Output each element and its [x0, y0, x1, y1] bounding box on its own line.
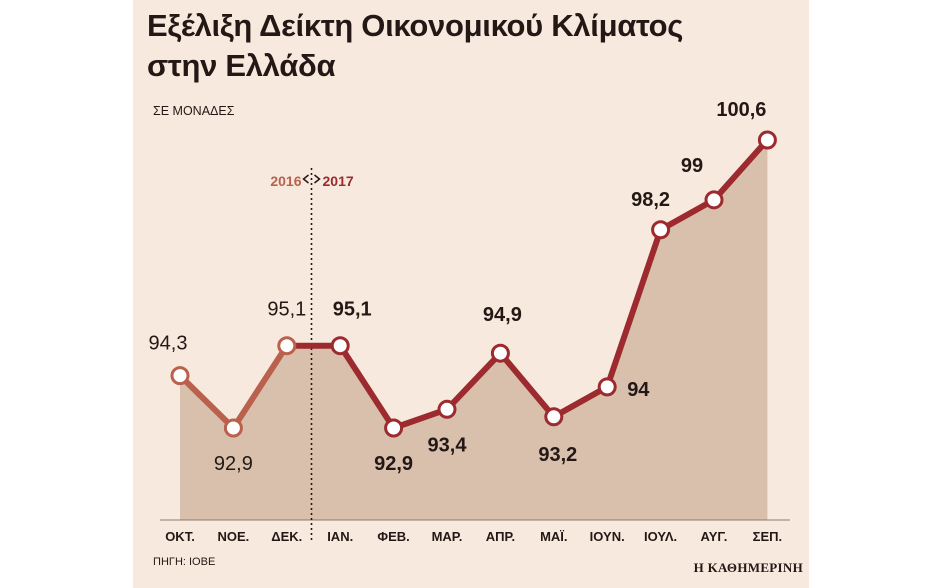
series-line-segment	[550, 383, 611, 420]
year-label-2017: 2017	[323, 173, 354, 189]
data-label: 100,6	[716, 99, 766, 121]
x-tick-label: ΣΕΠ.	[753, 529, 782, 544]
data-label: 98,2	[631, 189, 670, 211]
data-point	[384, 418, 404, 438]
x-tick-label: ΟΚΤ.	[165, 529, 195, 544]
source-label: ΠΗΓΗ: ΙΟΒΕ	[153, 556, 216, 568]
x-tick-label: ΑΥΓ.	[701, 529, 728, 544]
series-line-segment	[711, 137, 771, 203]
x-tick-label: ΔΕΚ.	[271, 529, 302, 544]
x-tick-label: ΙΟΥΛ.	[644, 529, 677, 544]
data-label: 99	[681, 155, 703, 177]
data-point	[757, 130, 777, 150]
series-line-segment	[444, 350, 504, 413]
series-line-segment	[230, 342, 290, 431]
x-tick-label: ΦΕΒ.	[377, 529, 409, 544]
series-line-segment	[497, 350, 557, 420]
data-label: 92,9	[214, 453, 253, 475]
x-tick-label: ΙΟΥΝ.	[590, 529, 625, 544]
units-label: ΣΕ ΜΟΝΑΔΕΣ	[153, 104, 235, 118]
year-label-2016: 2016	[270, 173, 301, 189]
data-label: 92,9	[374, 453, 413, 475]
data-label: 93,2	[538, 444, 577, 466]
data-label: 94,3	[149, 333, 188, 355]
data-point	[651, 220, 671, 240]
data-label: 93,4	[428, 434, 468, 456]
data-point	[544, 407, 564, 427]
data-point	[437, 399, 457, 419]
title-line-2: στην Ελλάδα	[147, 48, 336, 83]
series-line-segment	[337, 342, 397, 431]
data-point	[170, 366, 190, 386]
x-tick-label: ΜΑΪ.	[540, 529, 567, 544]
series-line-segment	[177, 372, 237, 431]
x-tick-label: ΜΑΡ.	[432, 529, 463, 544]
data-point	[277, 336, 297, 356]
chart-title: Εξέλιξη Δείκτη Οικονομικού Κλίματος στην…	[147, 6, 797, 86]
series-line-segment	[657, 196, 717, 233]
data-point	[490, 343, 510, 363]
series-line-segment	[604, 226, 664, 390]
x-tick-label: ΙΑΝ.	[327, 529, 353, 544]
data-label: 94	[627, 379, 650, 401]
x-tick-label: ΝΟΕ.	[218, 529, 250, 544]
brand-logo: Η ΚΑΘΗΜΕΡΙΝΗ	[693, 560, 803, 575]
data-point	[330, 336, 350, 356]
area-fill	[180, 140, 768, 520]
data-point	[704, 190, 724, 210]
arrow-left-icon	[302, 174, 309, 184]
data-label: 95,1	[333, 299, 372, 321]
data-label: 94,9	[483, 304, 522, 326]
title-line-1: Εξέλιξη Δείκτη Οικονομικού Κλίματος	[147, 8, 684, 43]
data-label: 95,1	[267, 299, 306, 321]
arrow-right-icon	[314, 174, 321, 184]
data-point	[597, 377, 617, 397]
x-tick-label: ΑΠΡ.	[486, 529, 515, 544]
data-point	[223, 418, 243, 438]
